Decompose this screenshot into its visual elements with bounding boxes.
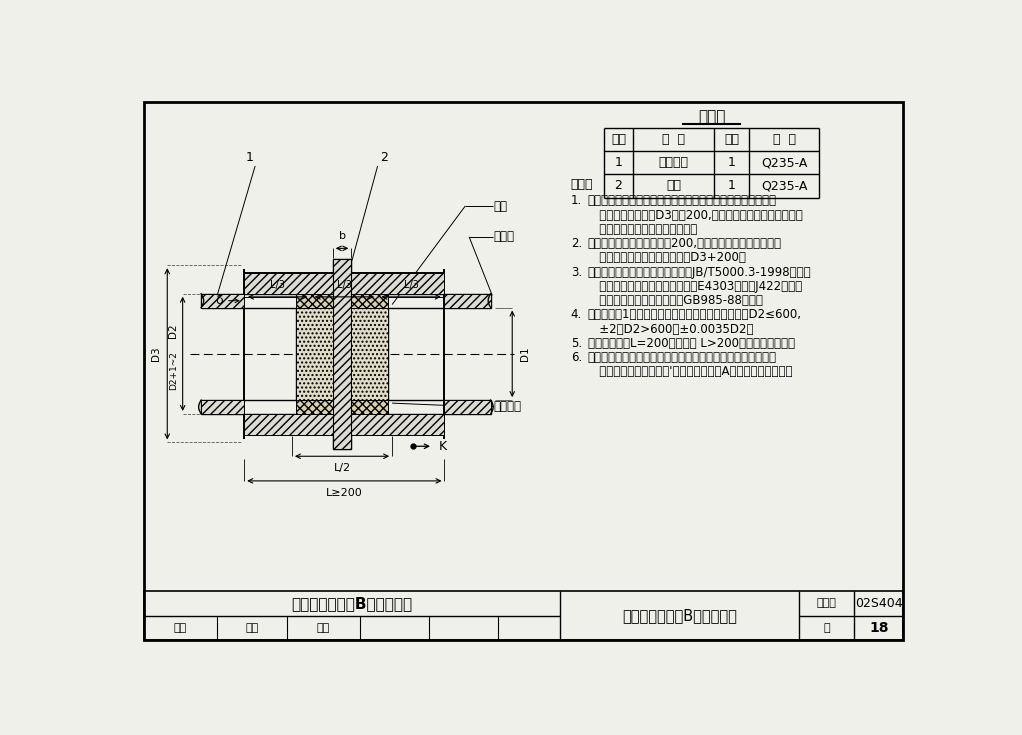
Text: 穿管处混凝土墙厚应不小于200,否则应使墙壁一边或两边加: 穿管处混凝土墙厚应不小于200,否则应使墙壁一边或两边加 [588,237,782,250]
Bar [445,294,491,308]
Bar [352,414,445,434]
Text: L/3: L/3 [404,280,419,290]
Text: 5.: 5. [570,337,582,350]
Text: 2.: 2. [570,237,582,250]
Text: 说明：: 说明： [570,179,593,191]
Bar [352,308,388,400]
Bar [201,294,244,308]
Text: Q235-A: Q235-A [761,179,807,193]
Text: D1: D1 [520,346,530,361]
Bar [295,308,333,400]
Text: 审核: 审核 [174,623,187,633]
Text: 油麻: 油麻 [494,199,508,212]
Text: 材  料: 材 料 [773,133,796,146]
Text: 套管穿墙处如遇非混凝土墙壁时，应改用混凝土墙壁，其浇注: 套管穿墙处如遇非混凝土墙壁时，应改用混凝土墙壁，其浇注 [588,195,777,207]
Bar [352,400,388,414]
Text: L/3: L/3 [270,280,285,290]
Text: 1: 1 [728,179,736,193]
Text: 3.: 3. [570,265,582,279]
Text: 6.: 6. [570,351,582,364]
Text: D3: D3 [151,346,161,361]
Text: D2+1~2: D2+1~2 [169,351,178,390]
Bar [295,294,333,308]
Text: 18: 18 [869,621,888,635]
Text: K: K [439,440,448,453]
Bar [333,259,352,448]
Bar [352,294,388,308]
Text: 翼环: 翼环 [666,179,681,193]
Bar [144,591,903,640]
Text: 焊接结构尺寸公差与形位公差按照JB/T5000.3-1998执行．: 焊接结构尺寸公差与形位公差按照JB/T5000.3-1998执行． [588,265,811,279]
Text: 校对: 校对 [245,623,259,633]
Text: 1: 1 [245,151,253,164]
Text: 套管的重量以L=200计算，当 L>200时，应另行计算．: 套管的重量以L=200计算，当 L>200时，应另行计算． [588,337,795,350]
Text: 1.: 1. [570,195,582,207]
Text: 2: 2 [380,151,388,164]
Text: 2: 2 [614,179,622,193]
Text: 设计: 设计 [316,623,329,633]
Text: δ: δ [215,294,223,307]
Text: 内．套管内的填料应紧密捣实．: 内．套管内的填料应紧密捣实． [588,223,697,236]
Text: 1: 1 [614,157,622,169]
Text: 当套管（件1）采用卷制成型时，周长允许偏差为：D2≤600,: 当套管（件1）采用卷制成型时，周长允许偏差为：D2≤600, [588,309,801,321]
Text: 焊接采用手工电弧焊，焊条型号E4303，牌号J422．焊缝: 焊接采用手工电弧焊，焊条型号E4303，牌号J422．焊缝 [588,280,802,293]
Text: L/3: L/3 [337,280,352,290]
Bar [445,400,491,414]
Text: 02S404: 02S404 [855,597,902,610]
Text: 厚．加厚部分的直径至少应为D3+200．: 厚．加厚部分的直径至少应为D3+200． [588,251,746,265]
Text: 序号: 序号 [611,133,626,146]
Text: 材料表: 材料表 [698,110,726,124]
Text: 图集号: 图集号 [817,598,836,609]
Text: 名  称: 名 称 [662,133,685,146]
Text: 石棉水泥: 石棉水泥 [494,400,522,413]
Text: D2: D2 [169,323,179,338]
Bar [295,400,333,414]
Text: L/2: L/2 [333,463,351,473]
Bar [244,273,333,294]
Text: 坡口的基本形式与尺寸按照GB985-88执行．: 坡口的基本形式与尺寸按照GB985-88执行． [588,294,762,307]
Text: Q235-A: Q235-A [761,157,807,169]
Text: ±2，D2>600，±0.0035D2．: ±2，D2>600，±0.0035D2． [588,323,753,336]
Text: 当用于饮用水水池安装时，应在石棉水泥与水接触侧嵌填无毒: 当用于饮用水水池安装时，应在石棉水泥与水接触侧嵌填无毒 [588,351,777,364]
Bar [244,414,333,434]
Text: 围应比翼环直径（D3）大200,而且必须将套管一次浇固于墙: 围应比翼环直径（D3）大200,而且必须将套管一次浇固于墙 [588,209,802,222]
Text: b: b [338,232,345,241]
Text: 刚性防水套管（B型）安装图: 刚性防水套管（B型）安装图 [621,608,737,623]
Text: 铸铁管: 铸铁管 [494,230,515,243]
Text: 1: 1 [728,157,736,169]
Text: 刚性防水套管（B型）安装图: 刚性防水套管（B型）安装图 [291,596,413,611]
Bar [352,273,445,294]
Text: 4.: 4. [570,309,582,321]
Text: 钢制套管: 钢制套管 [658,157,689,169]
Text: 页: 页 [823,623,830,633]
Text: 数量: 数量 [725,133,739,146]
Text: 密封膏，做法见本图集'刚性防水套管（A型）安装图（二）．: 密封膏，做法见本图集'刚性防水套管（A型）安装图（二）． [588,365,792,379]
Bar [201,400,244,414]
Text: L≥200: L≥200 [326,488,363,498]
